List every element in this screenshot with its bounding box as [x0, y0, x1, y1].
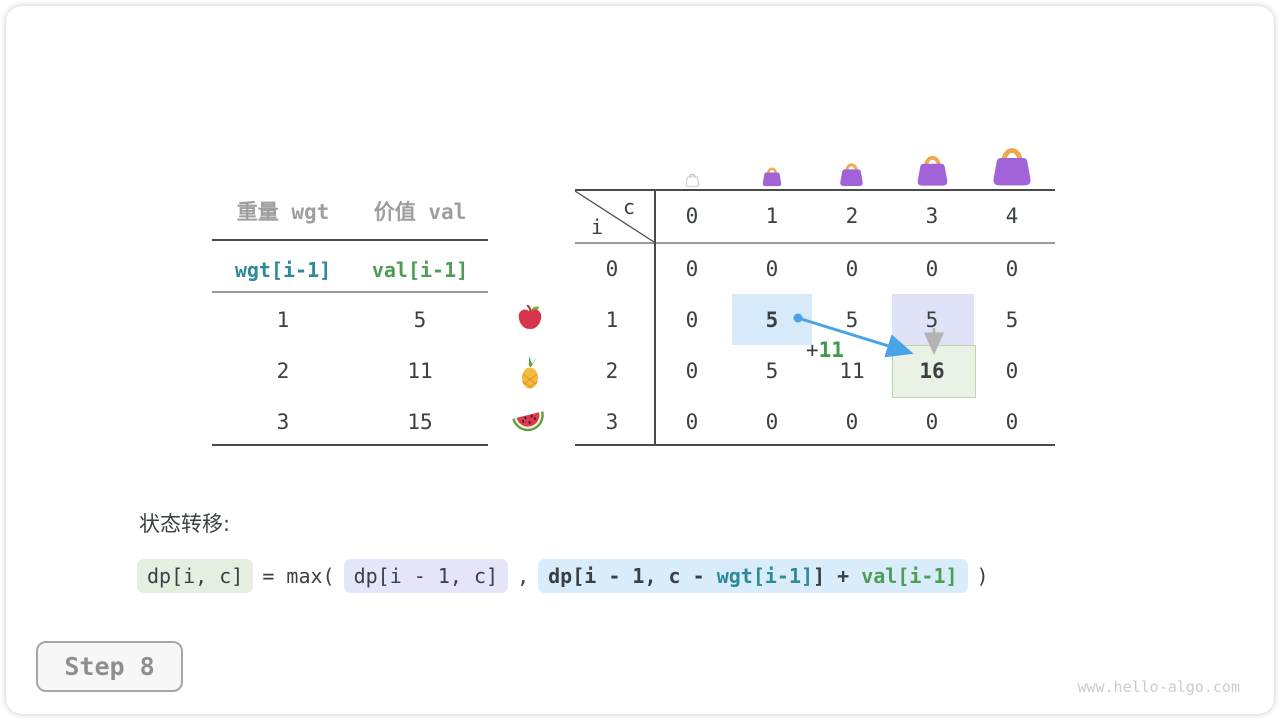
dp-cell: 0 — [685, 409, 699, 434]
item-3-value: 15 — [407, 409, 433, 434]
bag-capacity-3-icon — [917, 155, 948, 186]
dp-cell: 0 — [765, 256, 779, 281]
dp-row-header: 0 — [605, 256, 619, 281]
item-2-weight: 2 — [276, 358, 290, 383]
formula-option2-chip: dp[i - 1, c - wgt[i-1]] + val[i-1] — [538, 559, 968, 593]
items-table-bottom-rule — [212, 444, 488, 446]
dp-corner-row-var: i — [590, 215, 604, 239]
bag-capacity-4-icon — [993, 148, 1031, 186]
dp-cell: 5 — [925, 307, 939, 332]
item-3-weight: 3 — [276, 409, 290, 434]
dp-corner-col-var: c — [622, 195, 636, 219]
watermark: www.hello-algo.com — [1077, 678, 1240, 696]
annotation-value: 11 — [818, 338, 844, 362]
dp-table-header-rule — [575, 242, 1055, 244]
dp-cell: 5 — [765, 358, 779, 383]
formula-lhs-chip: dp[i, c] — [137, 559, 254, 593]
dp-col-header: 2 — [845, 204, 859, 228]
dp-table-bottom-rule — [575, 444, 1055, 446]
items-col-header-value: 价值 val — [373, 200, 467, 224]
bag-capacity-2-icon — [840, 163, 863, 186]
apple-icon — [518, 304, 542, 329]
dp-row-header: 2 — [605, 358, 619, 383]
option2-wgt-term: wgt[i-1] — [716, 564, 814, 588]
dp-col-header: 3 — [925, 204, 939, 228]
bag-capacity-0-icon — [685, 173, 700, 187]
formula-equals-max: = max( — [262, 564, 335, 588]
bag-capacity-1-icon — [762, 167, 782, 187]
dp-col-header: 1 — [765, 204, 779, 228]
dp-cell: 0 — [925, 256, 939, 281]
dp-cell: 0 — [765, 409, 779, 434]
dp-cell: 0 — [685, 256, 699, 281]
transition-heading: 状态转移: — [139, 512, 231, 536]
dp-cell: 0 — [845, 256, 859, 281]
dp-col-header: 0 — [685, 204, 699, 228]
annotation-plus: + — [806, 338, 819, 362]
option2-val-term: val[i-1] — [861, 564, 958, 588]
item-2-value: 11 — [407, 358, 433, 383]
option2-plus: ] + — [813, 564, 862, 588]
dp-table-top-rule — [575, 189, 1055, 191]
items-index-val: val[i-1] — [371, 258, 469, 282]
option2-prefix: dp[i - 1, c - — [548, 564, 717, 588]
dp-table-vertical-rule — [654, 189, 656, 446]
item-1-weight: 1 — [276, 307, 290, 332]
dp-cell: 0 — [1005, 409, 1019, 434]
dp-cell: 5 — [765, 307, 779, 332]
item-1-value: 5 — [413, 307, 427, 332]
dp-row-header: 3 — [605, 409, 619, 434]
formula-close-paren: ) — [976, 564, 989, 588]
items-table-top-rule — [212, 239, 488, 241]
dp-row-header: 1 — [605, 307, 619, 332]
dp-cell: 0 — [685, 307, 699, 332]
figure-card — [6, 6, 1274, 714]
dp-col-header: 4 — [1005, 204, 1019, 228]
pineapple-icon — [522, 356, 538, 389]
formula-option1-chip: dp[i - 1, c] — [343, 559, 509, 593]
dp-corner-diagonal — [575, 190, 655, 243]
transition-formula: dp[i, c] = max( dp[i - 1, c] , dp[i - 1,… — [137, 559, 989, 593]
dp-cell: 16 — [919, 358, 945, 383]
dp-cell: 11 — [839, 358, 865, 383]
items-table-mid-rule — [212, 291, 488, 293]
dp-cell: 5 — [1005, 307, 1019, 332]
formula-comma: , — [517, 564, 530, 588]
step-badge: Step 8 — [36, 641, 183, 692]
dp-cell: 0 — [1005, 256, 1019, 281]
dp-cell: 0 — [1005, 358, 1019, 383]
items-col-header-weight: 重量 wgt — [236, 200, 330, 224]
watermelon-icon — [512, 411, 544, 432]
dp-cell: 0 — [685, 358, 699, 383]
dp-cell: 0 — [925, 409, 939, 434]
add-value-annotation: +11 — [806, 338, 844, 362]
dp-cell: 0 — [845, 409, 859, 434]
items-index-wgt: wgt[i-1] — [234, 258, 332, 282]
